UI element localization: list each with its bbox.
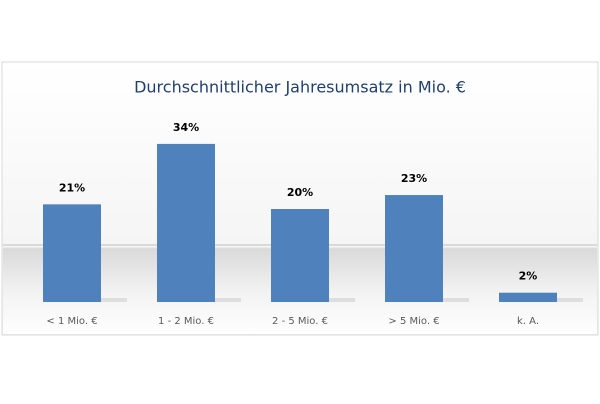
x-tick-label: < 1 Mio. € <box>46 316 97 327</box>
value-label: 2% <box>519 270 538 283</box>
bar <box>157 143 215 302</box>
value-label: 23% <box>401 172 427 185</box>
value-label: 20% <box>287 186 313 199</box>
bar <box>499 292 557 302</box>
x-tick-label: > 5 Mio. € <box>388 316 439 327</box>
x-tick-label: 2 - 5 Mio. € <box>272 316 328 327</box>
bar <box>271 209 329 302</box>
value-label: 21% <box>59 181 85 194</box>
chart-title: Durchschnittlicher Jahresumsatz in Mio. … <box>134 78 466 97</box>
bar <box>43 204 101 302</box>
value-label: 34% <box>173 121 199 134</box>
bar <box>385 195 443 302</box>
x-tick-label: 1 - 2 Mio. € <box>158 316 214 327</box>
x-tick-label: k. A. <box>517 316 539 327</box>
